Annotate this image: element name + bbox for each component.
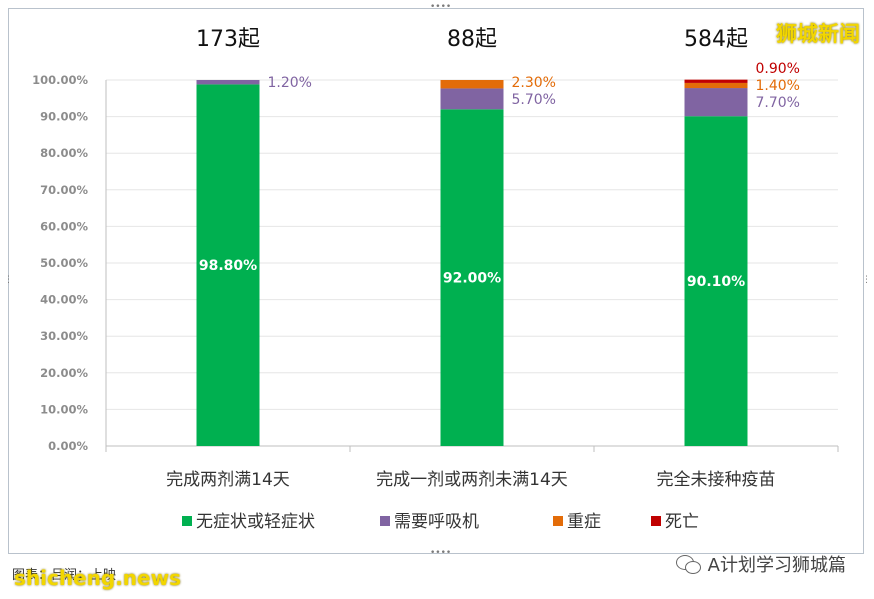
bar-segment — [440, 88, 504, 110]
y-tick-label: 40.00% — [40, 293, 88, 307]
legend-swatch — [553, 516, 563, 526]
bar-segment — [684, 116, 748, 446]
resize-handle-top[interactable]: •••• — [430, 2, 452, 12]
data-label: 2.30% — [512, 75, 556, 91]
chart-frame — [8, 8, 864, 554]
account-name: A计划学习狮城篇 — [707, 555, 846, 576]
bar-segment — [684, 79, 748, 83]
site-watermark: shicheng.news — [14, 566, 181, 590]
data-label: 1.40% — [756, 78, 800, 94]
data-label: 92.00% — [443, 271, 501, 287]
bar-segment — [684, 88, 748, 117]
account-attribution: A计划学习狮城篇 — [675, 551, 846, 577]
legend-entry: 无症状或轻症状 — [196, 512, 315, 532]
y-tick-label: 60.00% — [40, 219, 88, 233]
x-tick-label: 完成两剂满14天 — [166, 470, 290, 490]
resize-handle-bottom[interactable]: •••• — [430, 548, 452, 558]
legend-entry: 需要呼吸机 — [394, 512, 479, 532]
y-tick-label: 80.00% — [40, 146, 88, 160]
bar-segment — [196, 80, 260, 85]
y-tick-label: 50.00% — [40, 256, 88, 270]
bar-segment — [440, 80, 504, 89]
bar-segment — [684, 82, 748, 89]
chart-caption: 图表：吕润；上映 — [12, 568, 117, 583]
stacked-bar-chart: 0.00% 10.00% 20.00% 30.00% 40.00% 50.00% 60.00… — [32, 27, 839, 532]
data-label: 1.20% — [268, 75, 312, 91]
resize-handle-right[interactable]: ⋮ — [862, 275, 871, 285]
category-total-label: 173起 — [196, 27, 260, 52]
y-tick-label: 70.00% — [40, 183, 88, 197]
y-tick-label: 20.00% — [40, 366, 88, 380]
x-tick-label: 完全未接种疫苗 — [657, 470, 776, 490]
bar-segment — [440, 109, 504, 446]
data-label: 5.70% — [512, 92, 556, 108]
legend-entry: 重症 — [567, 512, 601, 532]
category-total-label: 88起 — [447, 27, 497, 52]
y-tick-label: 30.00% — [40, 329, 88, 343]
data-label: 98.80% — [199, 258, 257, 274]
brand-watermark: 狮城新闻 — [776, 22, 860, 46]
legend-swatch — [182, 516, 192, 526]
resize-handle-left[interactable]: ⋮ — [4, 275, 13, 285]
legend-swatch — [651, 516, 661, 526]
y-tick-label: 10.00% — [40, 402, 88, 416]
wechat-icon — [675, 553, 702, 575]
data-label: 7.70% — [756, 95, 800, 111]
legend-entry: 死亡 — [665, 512, 699, 532]
bar-segment — [196, 84, 260, 446]
y-tick-label: 100.00% — [32, 73, 88, 87]
category-total-label: 584起 — [684, 27, 748, 52]
data-label: 0.90% — [756, 61, 800, 77]
data-label: 90.10% — [687, 274, 745, 290]
y-tick-label: 90.00% — [40, 110, 88, 124]
legend-swatch — [380, 516, 390, 526]
y-tick-label: 0.00% — [48, 439, 88, 453]
x-tick-label: 完成一剂或两剂未满14天 — [376, 470, 568, 490]
